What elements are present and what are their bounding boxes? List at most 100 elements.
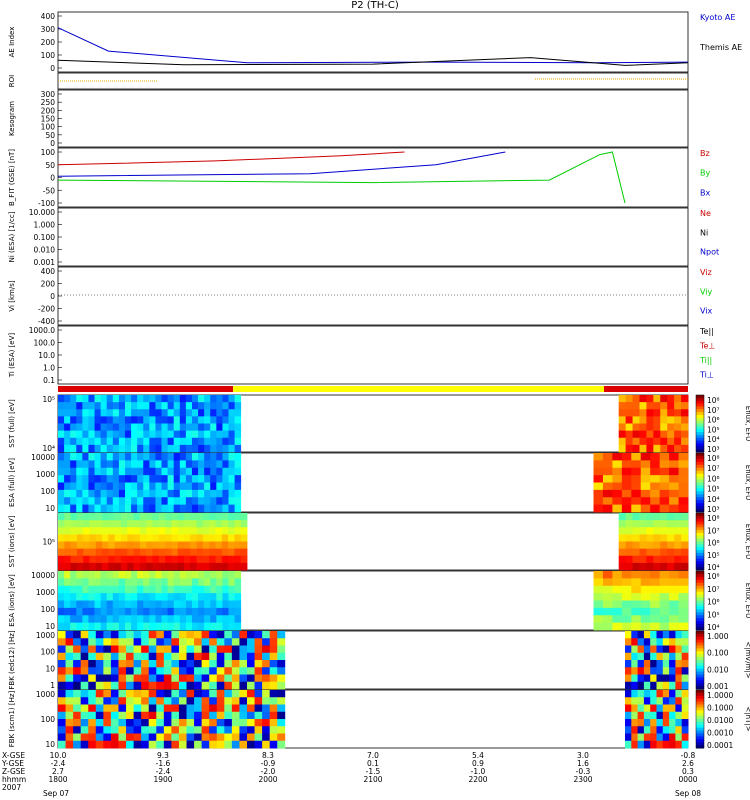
spectrogram-cell-esa_ions: [185, 600, 193, 609]
spectrogram-cell-sst_full: [167, 416, 175, 424]
ytick-esa_full: 10000: [31, 453, 55, 462]
spectrogram-cell-esa_ions: [210, 593, 217, 601]
xtick-z-gse: -2.4: [156, 767, 171, 776]
spectrogram-cell-sst_full: [131, 402, 138, 410]
spectrogram-cell-fbk_e: [239, 631, 248, 639]
colorbar-cell-sst_full: [696, 395, 704, 399]
spectrogram-cell-sst_full: [185, 402, 193, 410]
spectrogram-cell-esa_ions: [234, 578, 242, 587]
spectrogram-cell-esa_ions: [669, 607, 679, 616]
spectrogram-cell-sst_ions: [234, 548, 242, 557]
spectrogram-cell-esa_full: [222, 497, 229, 506]
spectrogram-cell-esa_ions: [137, 622, 144, 631]
spectrogram-cell-fbk_b: [80, 726, 89, 734]
spectrogram-cell-esa_full: [650, 482, 661, 491]
spectrogram-cell-fbk_e: [662, 681, 670, 690]
spectrogram-cell-sst_ions: [184, 555, 191, 564]
spectrogram-cell-esa_ions: [222, 615, 229, 624]
colorbar-cell-esa_ions: [696, 624, 704, 628]
spectrogram-cell-fbk_e: [239, 652, 248, 661]
spectrogram-cell-esa_ions: [593, 607, 604, 616]
spectrogram-cell-sst_ions: [158, 548, 166, 557]
spectrogram-cell-fbk_b: [650, 690, 657, 698]
spectrogram-cell-fbk_e: [186, 652, 195, 661]
spectrogram-cell-sst_full: [76, 423, 83, 432]
spectrogram-cell-esa_ions: [198, 607, 205, 616]
spectrogram-cell-esa_full: [179, 497, 187, 506]
spectrogram-cell-sst_ions: [184, 520, 191, 528]
spectrogram-cell-sst_ions: [202, 534, 210, 542]
spectrogram-cell-sst_ions: [234, 555, 242, 564]
spectrogram-cell-sst_full: [149, 402, 156, 410]
spectrogram-cell-fbk_e: [126, 674, 134, 683]
colorbar-tick-fbk_b: 0.0010: [707, 729, 733, 738]
spectrogram-cell-fbk_e: [118, 681, 127, 690]
spectrogram-cell-sst_ions: [667, 527, 675, 535]
spectrogram-cell-sst_full: [82, 395, 89, 403]
spectrogram-cell-sst_full: [70, 437, 77, 446]
spectrogram-cell-sst_full: [204, 409, 211, 417]
colorbar-tick-sst_ions: 10⁶: [707, 539, 720, 548]
spectrogram-cell-esa_ions: [167, 607, 175, 616]
colorbar-cell-sst_ions: [696, 521, 704, 525]
spectrogram-cell-esa_ions: [131, 593, 138, 601]
spectrogram-cell-esa_full: [131, 460, 138, 469]
ylabel-fbk_e: FBK (edc12) [Hz]: [8, 630, 16, 690]
spectrogram-cell-sst_full: [100, 402, 108, 410]
spectrogram-cell-sst_ions: [121, 513, 128, 521]
spectrogram-cell-sst_full: [625, 409, 633, 417]
spectrogram-cell-sst_full: [161, 444, 169, 453]
colorbar-tick-esa_ions: 10⁶: [707, 598, 720, 607]
ytick-ni: 1.000: [34, 221, 56, 230]
spectrogram-cell-esa_full: [631, 497, 642, 506]
spectrogram-cell-fbk_e: [254, 638, 263, 646]
spectrogram-cell-esa_ions: [137, 578, 144, 587]
spectrogram-cell-sst_full: [234, 430, 242, 439]
spectrogram-cell-fbk_b: [669, 740, 676, 749]
spectrogram-cell-sst_full: [681, 423, 689, 432]
spectrogram-cell-sst_ions: [102, 541, 109, 550]
spectrogram-cell-esa_full: [112, 460, 120, 469]
spectrogram-cell-sst_ions: [632, 527, 640, 535]
spectrogram-cell-fbk_b: [80, 719, 89, 727]
spectrogram-cell-sst_full: [155, 409, 162, 417]
spectrogram-cell-sst_ions: [177, 562, 185, 571]
spectrogram-cell-fbk_b: [239, 690, 248, 698]
colorbar-label-esa_ions: Eflux, EFU: [744, 583, 750, 618]
spectrogram-cell-sst_ions: [177, 548, 185, 557]
ytick-vi: 0: [50, 292, 55, 301]
spectrogram-cell-esa_ions: [88, 593, 95, 601]
colorbar-cell-sst_full: [696, 443, 704, 447]
spectrogram-cell-esa_full: [210, 467, 217, 476]
panel-ti: Ti (ESA) [eV]: [8, 325, 689, 385]
spectrogram-cell-esa_full: [118, 460, 126, 469]
spectrogram-cell-sst_full: [681, 444, 689, 453]
spectrogram-cell-fbk_b: [231, 719, 240, 727]
spectrogram-cell-fbk_e: [110, 681, 119, 690]
spectrogram-cell-fbk_b: [178, 726, 187, 734]
spectrogram-cell-esa_ions: [131, 615, 138, 624]
spectrogram-cell-esa_full: [185, 475, 193, 483]
spectrogram-cell-esa_full: [204, 504, 211, 513]
panel-frame-vi: [57, 266, 689, 326]
spectrogram-cell-fbk_e: [186, 681, 195, 690]
colorbar-cell-esa_ions: [696, 600, 704, 604]
spectrogram-cell-fbk_e: [247, 667, 255, 675]
spectrogram-cell-esa_full: [179, 460, 187, 469]
spectrogram-cell-fbk_e: [133, 674, 142, 683]
spectrogram-cell-esa_ions: [185, 578, 193, 587]
spectrogram-cell-fbk_b: [669, 704, 676, 713]
spectrogram-cell-fbk_b: [178, 704, 187, 713]
spectrogram-cell-sst_full: [653, 409, 661, 417]
mode-bar-yellow: [58, 386, 688, 392]
spectrogram-cell-sst_full: [639, 409, 647, 417]
spectrogram-cell-fbk_b: [631, 690, 638, 698]
colorbar-tick-esa_full: 10⁶: [707, 474, 720, 483]
spectrogram-cell-esa_full: [58, 497, 65, 506]
spectrogram-cell-sst_full: [198, 430, 205, 439]
spectrogram-cell-fbk_b: [262, 726, 271, 734]
spectrogram-cell-esa_full: [149, 489, 156, 498]
colorbar-cell-fbk_e: [696, 648, 704, 652]
spectrogram-cell-sst_full: [646, 430, 654, 439]
spectrogram-cell-fbk_b: [126, 711, 134, 720]
